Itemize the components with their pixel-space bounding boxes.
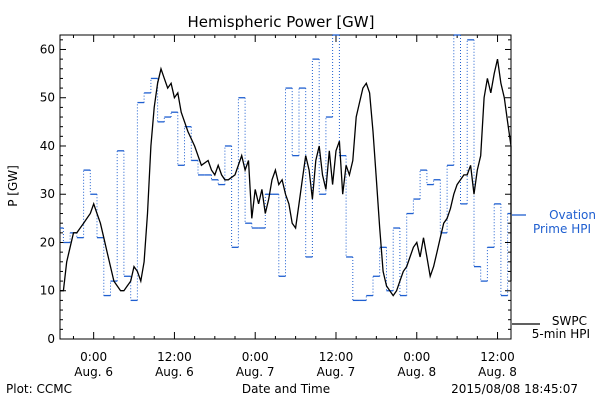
ovation-hpi-series-line [62, 35, 509, 301]
x-tick-date-label: Aug. 7 [317, 365, 356, 379]
y-tick-label: 20 [40, 235, 55, 249]
y-tick-label: 60 [40, 42, 55, 56]
x-tick-date-label: Aug. 6 [155, 365, 194, 379]
footer-timestamp: 2015/08/08 18:45:07 [451, 382, 578, 396]
x-tick-date-label: Aug. 8 [397, 365, 436, 379]
swpc-hpi-series-line [60, 58, 512, 297]
ovation-legend-label: Ovation [549, 208, 596, 222]
x-tick-time-label: 0:00 [242, 350, 269, 364]
swpc-legend-label: SWPC [552, 314, 587, 328]
x-tick-time-label: 12:00 [157, 350, 192, 364]
y-tick-label: 10 [40, 284, 55, 298]
y-tick-label: 0 [47, 332, 55, 346]
ovation-legend-label: Prime HPI [533, 222, 591, 236]
x-tick-date-label: Aug. 8 [478, 365, 517, 379]
x-tick-time-label: 0:00 [403, 350, 430, 364]
x-tick-time-label: 12:00 [480, 350, 515, 364]
x-axis-label: Date and Time [242, 382, 330, 396]
x-tick-date-label: Aug. 6 [74, 365, 113, 379]
footer-source: Plot: CCMC [6, 382, 72, 396]
x-tick-time-label: 0:00 [80, 350, 107, 364]
y-tick-label: 50 [40, 91, 55, 105]
x-tick-date-label: Aug. 7 [236, 365, 275, 379]
swpc-legend-label: 5-min HPI [532, 327, 590, 341]
x-tick-time-label: 12:00 [319, 350, 354, 364]
y-axis-label: P [GW] [6, 165, 20, 207]
plot-frame [59, 34, 512, 340]
y-tick-label: 40 [40, 139, 55, 153]
chart-title: Hemispheric Power [GW] [188, 13, 375, 31]
y-tick-label: 30 [40, 187, 55, 201]
